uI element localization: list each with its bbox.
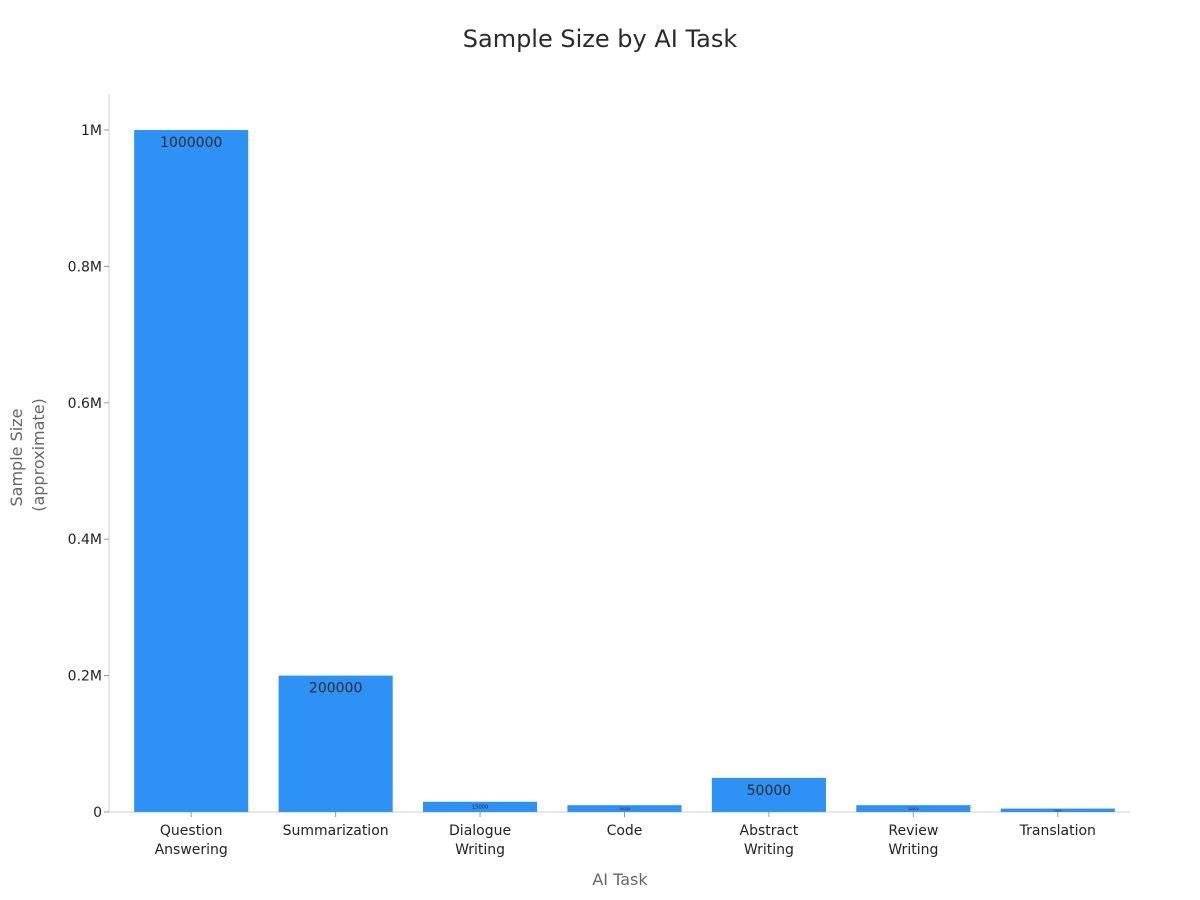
bar	[1000, 808, 1115, 812]
y-axis-title-line-1: Sample Size	[7, 409, 26, 507]
x-tick-label: Question Answering	[155, 823, 228, 858]
x-tick-label: Summarization	[283, 823, 389, 839]
x-tick-label: Dialogue Writing	[449, 823, 511, 858]
x-tick-label-line: Translation	[1019, 823, 1096, 839]
chart-title: Sample Size by AI Task	[463, 25, 738, 53]
bar	[567, 805, 682, 812]
x-tick-label-line: Abstract	[740, 823, 799, 839]
x-tick-label-line: Dialogue	[449, 823, 511, 839]
x-ticks-group: Question Answering Summarization Dialogue Wr…	[155, 812, 1096, 858]
bar-data-label: 200000	[309, 681, 362, 697]
x-tick-label-line: Writing	[744, 842, 794, 858]
x-tick-label-line: Writing	[888, 842, 938, 858]
x-tick-label-line: Writing	[455, 842, 505, 858]
y-axis-title: Sample Size (approximate)	[7, 398, 48, 512]
x-tick-label: Translation	[1019, 823, 1096, 839]
x-tick-label: Abstract Writing	[740, 823, 799, 858]
bar-data-label: 10000	[619, 807, 630, 811]
bar	[423, 801, 538, 812]
bar-data-label: 15000	[472, 805, 488, 811]
bars-group: 1000000 200000 15000 10000 50000 10000 5000	[134, 130, 1115, 812]
x-tick-label-line: Review	[888, 823, 938, 839]
y-tick-label: 1M	[81, 123, 102, 139]
x-tick-label-line: Code	[607, 823, 643, 839]
y-ticks-group: 0 0.2M 0.4M 0.6M 0.8M 1M	[68, 123, 109, 821]
y-tick-label: 0.8M	[68, 259, 102, 275]
bar	[711, 777, 826, 812]
bar	[134, 130, 249, 812]
y-tick-label: 0.2M	[68, 669, 102, 685]
bar-data-label: 10000	[908, 807, 919, 811]
x-tick-label-line: Answering	[155, 842, 228, 858]
x-tick-label-line: Question	[160, 823, 223, 839]
bar-data-label: 50000	[747, 783, 792, 799]
x-tick-label-line: Summarization	[283, 823, 389, 839]
bar	[278, 675, 393, 812]
y-tick-label: 0.6M	[68, 396, 102, 412]
bar-data-label: 1000000	[160, 135, 222, 151]
y-axis-title-line-2: (approximate)	[29, 398, 48, 512]
bar	[856, 805, 971, 812]
x-tick-label: Review Writing	[888, 823, 938, 858]
bar-data-label: 5000	[1054, 808, 1062, 812]
y-tick-label: 0	[93, 805, 102, 821]
y-tick-label: 0.4M	[68, 532, 102, 548]
x-tick-label: Code	[607, 823, 643, 839]
x-axis-title: AI Task	[592, 870, 648, 889]
